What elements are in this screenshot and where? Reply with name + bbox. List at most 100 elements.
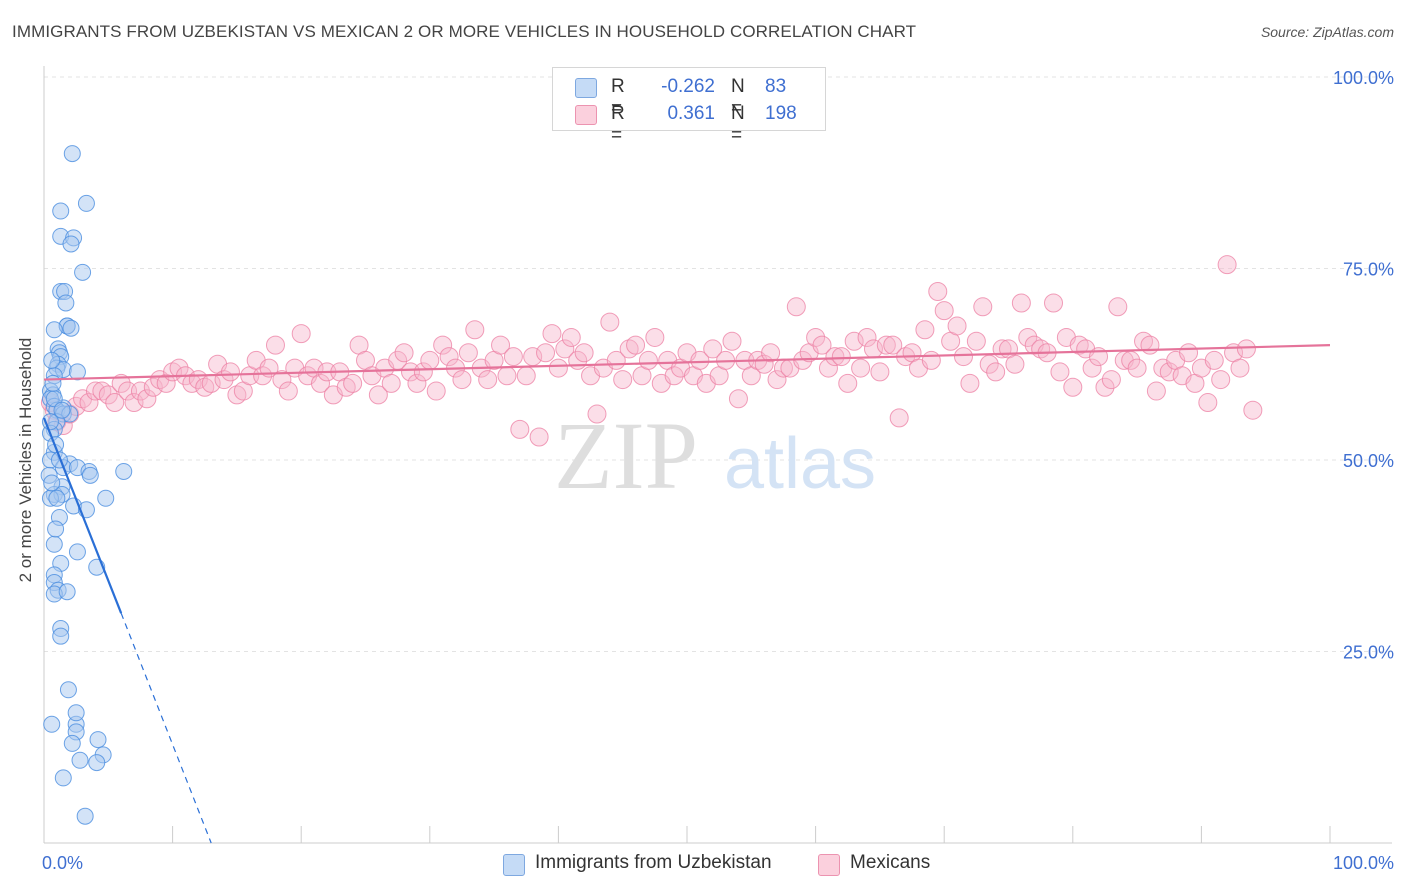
data-point-mexican	[1011, 293, 1031, 313]
data-point-mexican	[638, 350, 658, 370]
data-point-mexican	[613, 370, 633, 390]
data-point-uzbek	[115, 462, 133, 480]
y-tick-label: 50.0%	[1343, 451, 1394, 471]
data-point-mexican	[491, 335, 511, 355]
data-point-mexican	[1018, 327, 1038, 347]
chart-title: IMMIGRANTS FROM UZBEKISTAN VS MEXICAN 2 …	[12, 22, 917, 41]
data-point-uzbek	[76, 807, 94, 825]
data-point-uzbek	[63, 145, 81, 163]
data-point-mexican	[626, 335, 646, 355]
legend-label-uzbek: Immigrants from Uzbekistan	[535, 852, 772, 873]
data-point-mexican	[1140, 335, 1160, 355]
data-point-mexican	[645, 327, 665, 347]
data-point-mexican	[1204, 350, 1224, 370]
data-point-mexican	[253, 366, 273, 386]
trend-line-uzbek	[42, 417, 123, 614]
legend-n-value: 198	[765, 103, 797, 124]
data-point-mexican	[934, 301, 954, 321]
data-point-mexican	[703, 339, 723, 359]
data-point-mexican	[465, 320, 485, 340]
x-tick-label: 100.0%	[1333, 853, 1394, 873]
gridlines	[44, 76, 1392, 652]
data-point-mexican	[169, 358, 189, 378]
data-point-mexican	[1179, 343, 1199, 363]
data-point-mexican	[85, 381, 105, 401]
data-point-mexican	[1095, 377, 1115, 397]
data-point-mexican	[130, 381, 150, 401]
data-point-mexican	[574, 343, 594, 363]
correlation-legend: R = -0.262 N = 83 R = 0.361 N = 198	[552, 67, 826, 146]
data-point-mexican	[510, 419, 530, 439]
data-point-mexican	[1101, 370, 1121, 390]
data-point-mexican	[542, 324, 562, 344]
data-point-mexican	[767, 370, 787, 390]
data-point-mexican	[413, 362, 433, 382]
data-point-uzbek	[43, 474, 61, 492]
data-point-mexican	[1127, 358, 1147, 378]
data-point-uzbek	[43, 351, 61, 369]
data-point-mexican	[947, 316, 967, 336]
data-point-mexican	[439, 347, 459, 367]
data-point-uzbek	[88, 754, 106, 772]
legend-swatch-mexican	[818, 854, 840, 876]
data-point-mexican	[478, 370, 498, 390]
data-point-mexican	[452, 370, 472, 390]
data-point-uzbek	[57, 294, 75, 312]
data-point-mexican	[156, 373, 176, 393]
data-point-mexican	[915, 320, 935, 340]
data-point-mexican	[722, 331, 742, 351]
data-point-mexican	[786, 297, 806, 317]
data-point-mexican	[1108, 297, 1128, 317]
data-point-mexican	[79, 393, 99, 413]
data-point-mexican	[516, 366, 536, 386]
data-point-mexican	[105, 393, 125, 413]
data-point-mexican	[137, 389, 157, 409]
data-point-mexican	[1063, 377, 1083, 397]
y-tick-label: 25.0%	[1343, 643, 1394, 663]
chart-source: Source: ZipAtlas.com	[1260, 24, 1394, 40]
data-point-mexican	[555, 339, 575, 359]
data-point-uzbek	[54, 769, 72, 787]
data-point-mexican	[587, 404, 607, 424]
data-point-uzbek	[45, 535, 63, 553]
legend-swatch-uzbek	[575, 78, 597, 98]
data-point-mexican	[953, 347, 973, 367]
data-point-mexican	[761, 343, 781, 363]
data-point-mexican	[1211, 370, 1231, 390]
data-point-uzbek	[50, 451, 68, 469]
data-point-mexican	[664, 366, 684, 386]
data-point-mexican	[1236, 339, 1256, 359]
data-point-mexican	[876, 335, 896, 355]
data-point-mexican	[124, 393, 144, 413]
data-point-mexican	[536, 343, 556, 363]
data-point-mexican	[870, 362, 890, 382]
data-point-mexican	[368, 385, 388, 405]
trend-line-uzbek-extension	[120, 612, 212, 844]
data-point-mexican	[394, 343, 414, 363]
legend-swatch-mexican	[575, 105, 597, 125]
data-point-mexican	[420, 350, 440, 370]
data-point-mexican	[433, 335, 453, 355]
data-point-mexican	[407, 373, 427, 393]
data-point-mexican	[458, 343, 478, 363]
data-point-mexican	[1230, 358, 1250, 378]
data-point-mexican	[265, 335, 285, 355]
data-point-mexican	[928, 281, 948, 301]
data-point-uzbek	[77, 194, 95, 212]
watermark-zip: ZIP	[554, 402, 698, 509]
data-point-mexican	[1159, 362, 1179, 382]
data-point-mexican	[844, 331, 864, 351]
data-point-mexican	[503, 347, 523, 367]
data-point-mexican	[973, 297, 993, 317]
data-point-mexican	[529, 427, 549, 447]
data-point-uzbek	[62, 319, 80, 337]
data-point-mexican	[806, 327, 826, 347]
data-point-mexican	[889, 408, 909, 428]
data-point-uzbek	[45, 321, 63, 339]
uzbek-points	[40, 145, 133, 825]
legend-label-mexican: Mexicans	[850, 852, 931, 873]
data-point-mexican	[812, 335, 832, 355]
data-point-uzbek	[52, 627, 70, 645]
y-tick-label: 100.0%	[1333, 68, 1394, 88]
data-point-uzbek	[71, 751, 89, 769]
